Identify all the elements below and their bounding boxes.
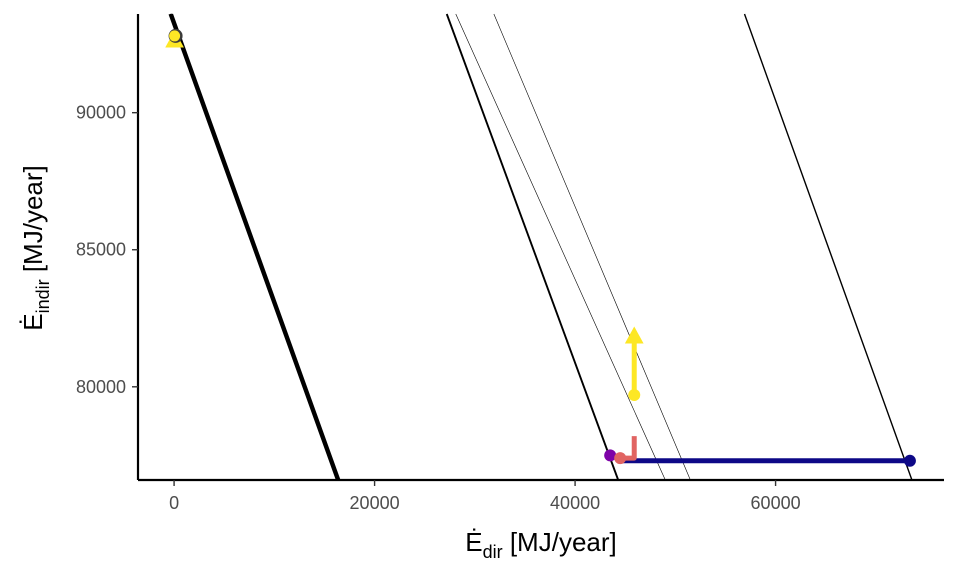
reference-line-3: [445, 13, 620, 481]
x-axis-title: Ėdir [MJ/year]: [465, 527, 617, 562]
x-axis-ticks: 0 20000 40000 60000: [169, 480, 801, 513]
reference-line-6: [743, 13, 913, 481]
reference-line-5: [493, 13, 691, 481]
series-markers: [165, 28, 916, 467]
y-tick-label-2: 85000: [76, 240, 126, 260]
reference-lines: [168, 13, 913, 481]
y-tick-label-1: 80000: [76, 377, 126, 397]
y-axis-title: Ėindir [MJ/year]: [18, 165, 53, 331]
series-4-start-marker: [628, 389, 641, 402]
reference-line-2: [171, 13, 341, 481]
y-tick-label-3: 90000: [76, 103, 126, 123]
series-3-start-marker: [614, 452, 627, 465]
x-tick-label-1: 0: [169, 493, 179, 513]
series-2-start-marker: [604, 449, 617, 462]
x-tick-label-2: 20000: [350, 493, 400, 513]
series-paths: [610, 337, 910, 464]
series-4-end-triangle-marker: [624, 326, 644, 344]
x-tick-label-4: 60000: [751, 493, 801, 513]
reference-line-1: [168, 13, 340, 481]
point-marker-2: [169, 30, 181, 42]
x-tick-label-3: 40000: [550, 493, 600, 513]
series-1-start-marker: [903, 454, 916, 467]
y-axis-ticks: 80000 85000 90000: [76, 103, 138, 397]
reference-line-4: [455, 13, 666, 481]
